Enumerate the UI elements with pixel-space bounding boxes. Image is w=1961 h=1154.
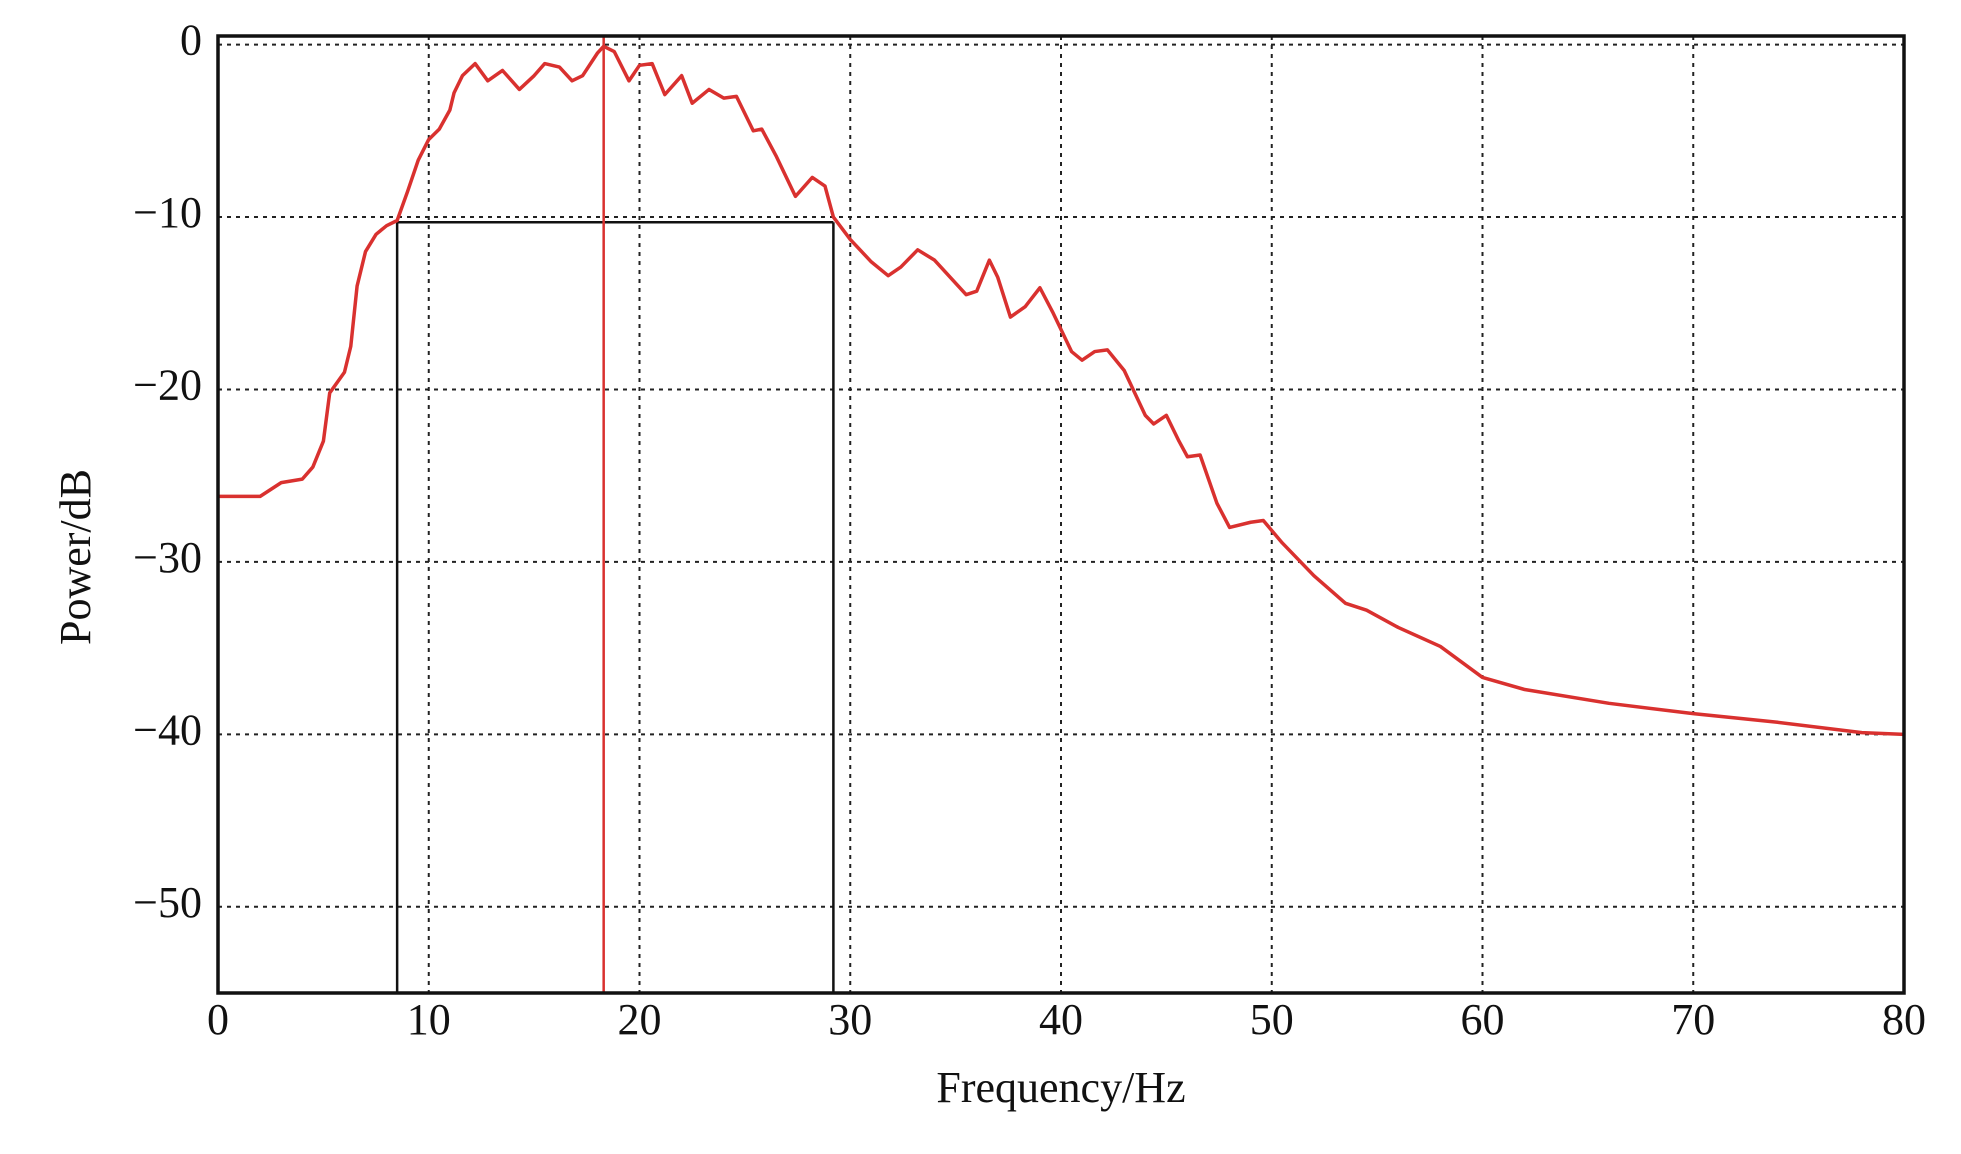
y-tick-label: −40: [133, 705, 202, 754]
y-tick-label: −30: [133, 533, 202, 582]
x-tick-label: 20: [618, 995, 662, 1044]
x-tick-label: 60: [1461, 995, 1505, 1044]
x-tick-label: 50: [1250, 995, 1294, 1044]
x-tick-label: 70: [1671, 995, 1715, 1044]
y-tick-label: −10: [133, 188, 202, 237]
x-axis-label: Frequency/Hz: [936, 1063, 1185, 1112]
data-line: [218, 44, 1905, 737]
y-axis-label: Power/dB: [51, 469, 100, 645]
y-tick-label: 0: [180, 16, 202, 65]
x-tick-label: 40: [1039, 995, 1083, 1044]
y-tick-label: −50: [133, 878, 202, 927]
x-tick-label: 80: [1882, 995, 1926, 1044]
x-tick-label: 10: [407, 995, 451, 1044]
x-tick-label: 30: [828, 995, 872, 1044]
x-tick-label: 0: [207, 995, 229, 1044]
plot-frame: [216, 34, 1906, 995]
y-tick-label: −20: [133, 361, 202, 410]
